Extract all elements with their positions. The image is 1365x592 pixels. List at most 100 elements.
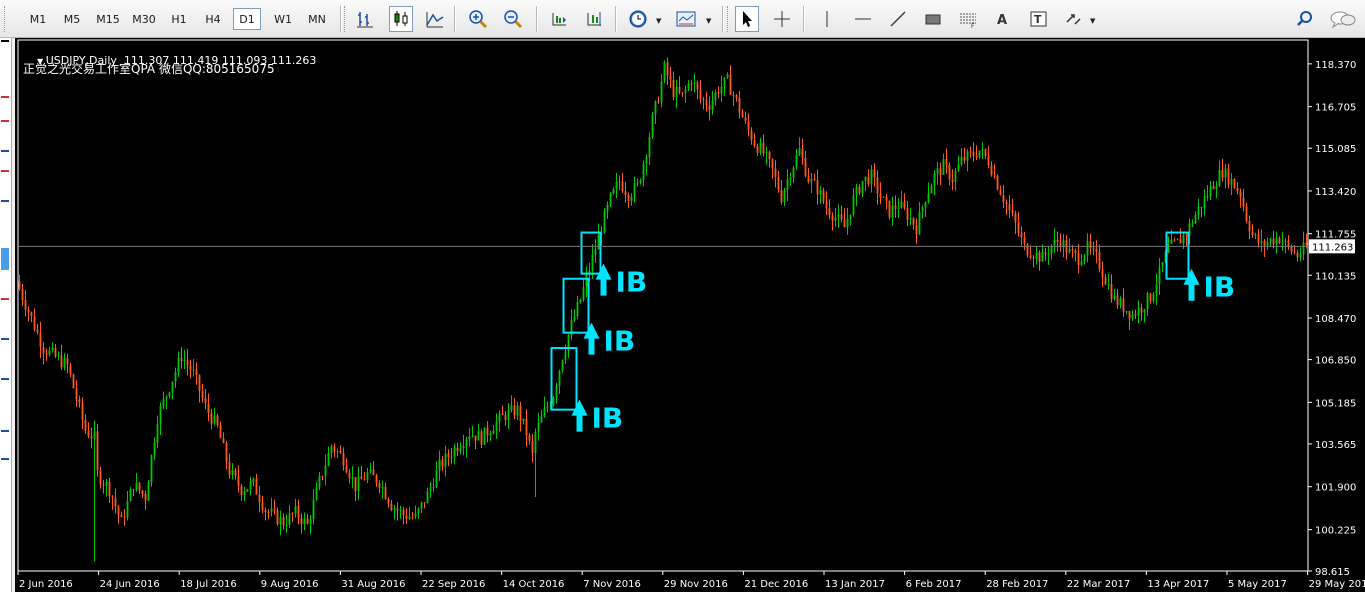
candle-body[interactable]	[1074, 250, 1077, 254]
candle-body[interactable]	[1086, 241, 1089, 256]
candle-body[interactable]	[1095, 248, 1098, 253]
candle-body[interactable]	[519, 405, 522, 421]
candle-body[interactable]	[783, 190, 786, 203]
candle-body[interactable]	[612, 188, 615, 194]
navigator-panel-edge[interactable]	[0, 38, 12, 592]
candle-body[interactable]	[276, 509, 279, 525]
candle-body[interactable]	[363, 479, 366, 481]
candle-body[interactable]	[489, 433, 492, 436]
candle-body[interactable]	[831, 215, 834, 221]
candle-body[interactable]	[1179, 238, 1182, 244]
candle-body[interactable]	[99, 470, 102, 485]
candle-body[interactable]	[18, 281, 21, 290]
candle-body[interactable]	[546, 406, 549, 409]
chat-icon[interactable]	[1327, 6, 1359, 32]
candle-body[interactable]	[627, 194, 630, 202]
candle-body[interactable]	[414, 513, 417, 517]
candle-body[interactable]	[825, 201, 828, 208]
candle-body[interactable]	[564, 351, 567, 361]
candle-body[interactable]	[795, 155, 798, 168]
candle-body[interactable]	[1071, 249, 1074, 251]
candle-body[interactable]	[855, 186, 858, 196]
candle-body[interactable]	[207, 403, 210, 414]
candle-body[interactable]	[615, 182, 618, 189]
candle-body[interactable]	[768, 152, 771, 160]
candle-body[interactable]	[993, 175, 996, 177]
candle-body[interactable]	[789, 177, 792, 180]
vertical-line-icon[interactable]	[815, 6, 839, 32]
candle-body[interactable]	[540, 416, 543, 423]
candle-body[interactable]	[1008, 204, 1011, 210]
candle-body[interactable]	[1032, 257, 1035, 259]
candle-body[interactable]	[903, 201, 906, 208]
candle-body[interactable]	[816, 180, 819, 195]
candle-body[interactable]	[432, 487, 435, 489]
bar-chart-icon[interactable]	[353, 6, 377, 32]
candle-body[interactable]	[1182, 234, 1185, 244]
candle-body[interactable]	[1083, 255, 1086, 262]
candle-body[interactable]	[828, 207, 831, 216]
candle-body[interactable]	[633, 183, 636, 197]
candle-body[interactable]	[180, 357, 183, 362]
candle-body[interactable]	[1260, 240, 1263, 243]
candle-body[interactable]	[141, 490, 144, 494]
candle-body[interactable]	[1038, 252, 1041, 262]
candle-body[interactable]	[1059, 242, 1062, 248]
candle-body[interactable]	[405, 515, 408, 520]
candle-body[interactable]	[54, 347, 57, 357]
candle-body[interactable]	[651, 114, 654, 138]
candle-body[interactable]	[708, 105, 711, 110]
arrows-icon[interactable]	[1062, 6, 1086, 32]
candle-body[interactable]	[858, 186, 861, 194]
candle-body[interactable]	[114, 498, 117, 507]
candle-body[interactable]	[45, 353, 48, 355]
candle-body[interactable]	[366, 471, 369, 480]
candle-body[interactable]	[117, 506, 120, 515]
candle-body[interactable]	[408, 516, 411, 520]
candle-body[interactable]	[570, 320, 573, 336]
candle-body[interactable]	[1110, 284, 1113, 300]
candle-body[interactable]	[714, 92, 717, 101]
candle-body[interactable]	[252, 478, 255, 482]
candle-body[interactable]	[834, 217, 837, 221]
candle-body[interactable]	[543, 408, 546, 417]
candle-body[interactable]	[393, 508, 396, 511]
candle-body[interactable]	[234, 470, 237, 476]
candle-body[interactable]	[696, 82, 699, 90]
candle-body[interactable]	[1230, 178, 1233, 185]
candle-body[interactable]	[780, 190, 783, 203]
candle-body[interactable]	[840, 214, 843, 220]
candle-body[interactable]	[1176, 238, 1179, 240]
candle-body[interactable]	[723, 77, 726, 87]
candle-body[interactable]	[636, 182, 639, 184]
candle-body[interactable]	[579, 299, 582, 303]
candle-body[interactable]	[165, 396, 168, 399]
candle-body[interactable]	[93, 431, 96, 439]
candle-body[interactable]	[30, 312, 33, 317]
candle-body[interactable]	[1122, 298, 1125, 312]
candle-body[interactable]	[705, 99, 708, 106]
candle-body[interactable]	[132, 489, 135, 491]
candle-body[interactable]	[357, 476, 360, 492]
candle-body[interactable]	[108, 482, 111, 497]
candle-body[interactable]	[150, 455, 153, 483]
candle-body[interactable]	[300, 517, 303, 525]
candle-body[interactable]	[573, 316, 576, 321]
candle-body[interactable]	[249, 481, 252, 490]
candle-body[interactable]	[906, 207, 909, 220]
candle-body[interactable]	[603, 211, 606, 234]
candle-body[interactable]	[294, 505, 297, 514]
timeframe-w1-button[interactable]: W1	[274, 13, 292, 26]
candle-body[interactable]	[192, 369, 195, 371]
candle-body[interactable]	[75, 388, 78, 400]
candle-body[interactable]	[1140, 307, 1143, 313]
candle-body[interactable]	[837, 214, 840, 218]
candle-body[interactable]	[162, 398, 165, 407]
candle-body[interactable]	[1305, 242, 1308, 246]
candle-body[interactable]	[1293, 251, 1296, 253]
candle-body[interactable]	[885, 196, 888, 201]
candle-body[interactable]	[663, 62, 666, 82]
candle-body[interactable]	[561, 360, 564, 371]
candle-body[interactable]	[324, 465, 327, 477]
candle-body[interactable]	[669, 75, 672, 80]
